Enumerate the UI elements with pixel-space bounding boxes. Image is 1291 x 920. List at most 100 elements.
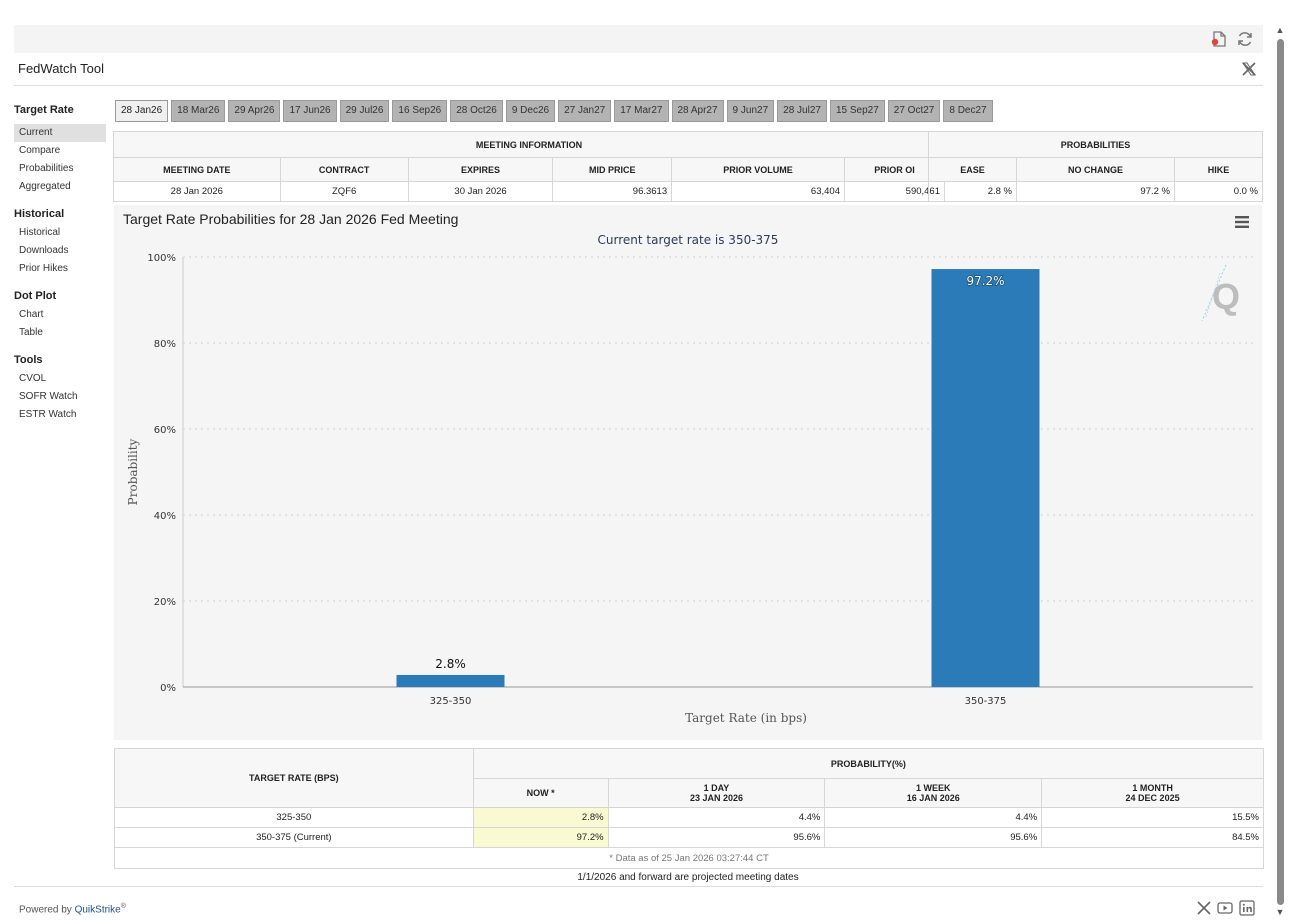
cell-hike: 0.0 % bbox=[1174, 181, 1263, 202]
col-no-change: NO CHANGE bbox=[1016, 157, 1175, 182]
x-tick-label: 350-375 bbox=[965, 696, 1007, 707]
col-date: 16 JAN 2026 bbox=[906, 793, 960, 803]
probability-bar-chart: 0% 20% 40% 60% 80% 100% 2.8% 325-350 97.2% 350-37… bbox=[126, 253, 1253, 725]
sidebar-item-cvol[interactable]: CVOL bbox=[19, 373, 47, 384]
col-contract: CONTRACT bbox=[279, 157, 409, 182]
bar-325-350[interactable] bbox=[396, 674, 505, 687]
cell-probability: 15.5% bbox=[1041, 807, 1264, 828]
meeting-info-heading: MEETING INFORMATION bbox=[113, 131, 945, 158]
cell-prior-oi: 590,461 bbox=[843, 181, 946, 202]
tab-27-oct27[interactable]: 27 Oct27 bbox=[887, 100, 941, 122]
y-axis-title: Probability bbox=[126, 438, 140, 505]
probabilities-heading: PROBABILITIES bbox=[928, 131, 1263, 158]
sidebar-section-target-rate: Target Rate bbox=[14, 104, 74, 116]
svg-text:Q: Q bbox=[1212, 276, 1240, 317]
cell-prior-volume: 63,404 bbox=[671, 181, 845, 202]
col-1-month: 1 MONTH 24 DEC 2025 bbox=[1041, 778, 1264, 808]
col-1-week: 1 WEEK 16 JAN 2026 bbox=[824, 778, 1043, 808]
tab-17-jun26[interactable]: 17 Jun26 bbox=[283, 100, 337, 122]
sidebar-item-compare[interactable]: Compare bbox=[19, 145, 61, 156]
tab-28-jan26[interactable]: 28 Jan26 bbox=[115, 100, 169, 122]
sidebar-item-aggregated[interactable]: Aggregated bbox=[19, 181, 71, 192]
probabilities-table: PROBABILITIES EASE NO CHANGE HIKE 2.8 % 97.… bbox=[928, 131, 1263, 202]
col-now: NOW * bbox=[472, 778, 609, 808]
quikstrike-link[interactable]: QuikStrike bbox=[74, 904, 121, 916]
tab-17-mar27[interactable]: 17 Mar27 bbox=[614, 100, 669, 122]
y-tick-label: 60% bbox=[154, 425, 176, 436]
table-row: 325-350 2.8% 4.4% 4.4% 15.5% bbox=[114, 807, 1264, 828]
scroll-up-arrow-icon[interactable]: ▲ bbox=[1275, 25, 1285, 35]
data-label: 2.8% bbox=[435, 657, 466, 671]
sidebar-item-prior-hikes[interactable]: Prior Hikes bbox=[19, 263, 68, 274]
vertical-scrollbar[interactable]: ▲ ▼ bbox=[1274, 25, 1286, 918]
tab-28-jul27[interactable]: 28 Jul27 bbox=[777, 100, 827, 122]
x-tick-label: 325-350 bbox=[430, 696, 472, 707]
tab-29-jul26[interactable]: 29 Jul26 bbox=[339, 100, 390, 122]
cell-probability: 4.4% bbox=[607, 807, 826, 828]
cell-expires: 30 Jan 2026 bbox=[407, 181, 554, 202]
tab-28-oct26[interactable]: 28 Oct26 bbox=[450, 100, 503, 122]
tab-27-jan27[interactable]: 27 Jan27 bbox=[558, 100, 612, 122]
sidebar-section-historical: Historical bbox=[14, 208, 65, 220]
top-toolbar bbox=[14, 25, 1263, 53]
sidebar-item-sofr-watch[interactable]: SOFR Watch bbox=[19, 391, 78, 402]
tab-18-mar26[interactable]: 18 Mar26 bbox=[171, 100, 226, 122]
cell-probability: 97.2% bbox=[472, 827, 609, 848]
sidebar-section-dot-plot: Dot Plot bbox=[14, 290, 57, 302]
cell-contract: ZQF6 bbox=[279, 181, 409, 202]
sidebar-item-probabilities[interactable]: Probabilities bbox=[19, 163, 74, 174]
cell-no-change: 97.2 % bbox=[1016, 181, 1175, 202]
col-label: 1 MONTH bbox=[1132, 783, 1173, 793]
linkedin-icon[interactable] bbox=[1239, 900, 1255, 916]
x-twitter-icon[interactable] bbox=[1241, 61, 1257, 77]
cell-probability: 95.6% bbox=[607, 827, 826, 848]
col-mid-price: MID PRICE bbox=[552, 157, 673, 182]
y-tick-label: 20% bbox=[154, 597, 176, 608]
sidebar-item-current[interactable]: Current bbox=[14, 124, 106, 142]
tab-9-dec26[interactable]: 9 Dec26 bbox=[505, 100, 556, 122]
y-tick-label: 80% bbox=[154, 339, 176, 350]
tab-16-sep26[interactable]: 16 Sep26 bbox=[392, 100, 448, 122]
chart-menu-icon[interactable] bbox=[1234, 215, 1250, 229]
bar-350-375[interactable] bbox=[931, 269, 1040, 687]
scrollbar-thumb[interactable] bbox=[1277, 39, 1284, 905]
probabilities-data-row: 2.8 % 97.2 % 0.0 % bbox=[928, 181, 1263, 202]
app-title: FedWatch Tool bbox=[18, 61, 104, 76]
tab-29-apr26[interactable]: 29 Apr26 bbox=[228, 100, 281, 122]
cell-probability: 84.5% bbox=[1041, 827, 1264, 848]
cell-probability: 4.4% bbox=[824, 807, 1043, 828]
powered-by: Powered by QuikStrike® bbox=[19, 903, 126, 915]
quikstrike-watermark-icon: Q bbox=[1201, 264, 1240, 322]
pdf-icon[interactable] bbox=[1210, 30, 1228, 48]
meeting-info-data-row: 28 Jan 2026 ZQF6 30 Jan 2026 96.3613 63,404 5… bbox=[113, 181, 946, 202]
sidebar-section-tools: Tools bbox=[14, 354, 43, 366]
col-hike: HIKE bbox=[1174, 157, 1263, 182]
sidebar-item-table[interactable]: Table bbox=[19, 327, 43, 338]
x-twitter-footer-icon[interactable] bbox=[1196, 900, 1212, 916]
sidebar-item-chart[interactable]: Chart bbox=[19, 309, 44, 320]
scroll-down-arrow-icon[interactable]: ▼ bbox=[1275, 907, 1285, 917]
sidebar-item-estr-watch[interactable]: ESTR Watch bbox=[19, 409, 77, 420]
sidebar-nav: Target Rate Current Compare Probabilities Ag… bbox=[14, 100, 106, 424]
youtube-icon[interactable] bbox=[1217, 900, 1233, 916]
cell-probability: 95.6% bbox=[824, 827, 1043, 848]
tab-8-dec27[interactable]: 8 Dec27 bbox=[943, 100, 993, 122]
refresh-icon[interactable] bbox=[1236, 30, 1254, 48]
cell-meeting-date: 28 Jan 2026 bbox=[113, 181, 281, 202]
tab-9-jun27[interactable]: 9 Jun27 bbox=[726, 100, 775, 122]
x-axis-title: Target Rate (in bps) bbox=[685, 711, 807, 725]
meeting-tabs: 28 Jan26 18 Mar26 29 Apr26 17 Jun26 29 Jul26… bbox=[115, 100, 993, 122]
col-date: 23 JAN 2026 bbox=[689, 793, 743, 803]
sidebar-item-historical[interactable]: Historical bbox=[19, 227, 61, 238]
data-label: 97.2% bbox=[966, 274, 1004, 288]
projected-dates-note: 1/1/2026 and forward are projected meeti… bbox=[577, 872, 799, 883]
meeting-info-table: MEETING INFORMATION MEETING DATE CONTRACT… bbox=[113, 131, 946, 202]
col-prior-volume: PRIOR VOLUME bbox=[671, 157, 845, 182]
y-tick-label: 0% bbox=[160, 683, 176, 694]
app-header: FedWatch Tool bbox=[14, 53, 1263, 86]
tab-28-apr27[interactable]: 28 Apr27 bbox=[671, 100, 724, 122]
col-target-rate: TARGET RATE (BPS) bbox=[114, 748, 474, 808]
tab-15-sep27[interactable]: 15 Sep27 bbox=[829, 100, 885, 122]
col-label: 1 WEEK bbox=[916, 783, 951, 793]
sidebar-item-downloads[interactable]: Downloads bbox=[19, 245, 69, 256]
